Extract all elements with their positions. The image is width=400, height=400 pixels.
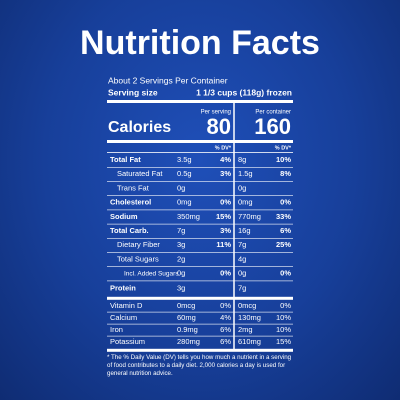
daily-value: 4% — [220, 155, 231, 164]
column-heading: Per container — [255, 110, 291, 116]
nutrient-name: Potassium — [110, 337, 145, 346]
amount: 770mg — [238, 212, 261, 221]
amount: 3.5g — [177, 155, 192, 164]
daily-value: 25% — [276, 240, 291, 249]
daily-value: 10% — [276, 313, 291, 322]
daily-value: 0% — [220, 198, 231, 207]
amount: 0mg — [177, 198, 192, 207]
amount: 2mg — [238, 325, 253, 334]
amount: 0g — [177, 269, 185, 278]
amount: 3g — [177, 240, 185, 249]
daily-value: 15% — [216, 212, 231, 221]
rule-thick — [107, 100, 293, 103]
nutrient-name: Dietary Fiber — [117, 240, 160, 249]
column-heading: Per serving — [201, 110, 231, 116]
amount: 0g — [238, 183, 246, 192]
rule-thick — [107, 140, 293, 143]
amount: 350mg — [177, 212, 200, 221]
amount: 0mg — [238, 198, 253, 207]
amount: 0mcg — [238, 301, 256, 310]
amount: 1.5g — [238, 169, 253, 178]
title: Nutrition Facts — [80, 24, 320, 62]
daily-value: 33% — [276, 212, 291, 221]
serving-size: 1 1/3 cups (118g) frozen — [196, 87, 292, 97]
calories-label: Calories — [108, 119, 171, 136]
daily-value: 0% — [280, 301, 291, 310]
daily-value: 6% — [220, 337, 231, 346]
footnote: * The % Daily Value (DV) tells you how m… — [107, 354, 292, 377]
amount: 0.9mg — [177, 325, 198, 334]
amount: 7g — [238, 284, 246, 293]
rule — [107, 335, 293, 337]
nutrient-name: Trans Fat — [117, 183, 150, 192]
rule — [107, 323, 293, 325]
rule — [107, 252, 293, 253]
daily-value: 3% — [220, 169, 231, 178]
daily-value: 0% — [280, 198, 291, 207]
daily-value: 15% — [276, 337, 291, 346]
daily-value: 0% — [280, 269, 291, 278]
nutrient-name: Vitamin D — [110, 301, 143, 310]
daily-value: 0% — [220, 269, 231, 278]
amount: 610mg — [238, 337, 261, 346]
rule — [107, 223, 293, 225]
rule — [107, 181, 293, 182]
amount: 280mg — [177, 337, 200, 346]
nutrient-name: Total Fat — [110, 155, 141, 164]
nutrient-name: Total Carb. — [110, 226, 149, 235]
serving-size-label: Serving size — [108, 87, 158, 97]
amount: 0g — [177, 183, 185, 192]
nutrient-name: Saturated Fat — [117, 169, 163, 178]
amount: 130mg — [238, 313, 261, 322]
amount: 0.5g — [177, 169, 192, 178]
rule — [107, 238, 293, 239]
nutrient-name: Cholesterol — [110, 198, 151, 207]
calories-value: 80 — [207, 114, 231, 139]
rule — [107, 209, 293, 211]
amount: 2g — [177, 254, 185, 263]
nutrient-name: Iron — [110, 325, 123, 334]
daily-value: 11% — [216, 240, 231, 249]
rule — [107, 311, 293, 313]
nutrient-name: Incl. Added Sugars — [124, 270, 179, 277]
amount: 60mg — [177, 313, 196, 322]
daily-value: 6% — [280, 226, 291, 235]
amount: 0mcg — [177, 301, 195, 310]
nutrient-name: Protein — [110, 284, 136, 293]
rule — [107, 195, 293, 196]
rule — [107, 167, 293, 168]
amount: 3g — [177, 284, 185, 293]
daily-value: 3% — [220, 226, 231, 235]
daily-value: 8% — [280, 169, 291, 178]
nutrient-name: Calcium — [110, 313, 137, 322]
nutrient-name: Total Sugars — [117, 254, 159, 263]
rule — [107, 280, 293, 282]
daily-value: 10% — [276, 325, 291, 334]
daily-value: 0% — [220, 301, 231, 310]
dv-header: % DV* — [215, 145, 232, 151]
amount: 0g — [238, 269, 246, 278]
rule — [107, 348, 293, 352]
dv-header: % DV* — [275, 145, 292, 151]
amount: 4g — [238, 254, 246, 263]
nutrient-name: Sodium — [110, 212, 138, 221]
servings: About 2 Servings Per Container — [108, 75, 228, 85]
daily-value: 10% — [276, 155, 291, 164]
daily-value: 6% — [220, 325, 231, 334]
amount: 7g — [177, 226, 185, 235]
amount: 16g — [238, 226, 251, 235]
amount: 7g — [238, 240, 246, 249]
amount: 8g — [238, 155, 246, 164]
calories-value: 160 — [254, 114, 291, 139]
rule — [107, 266, 293, 267]
rule — [107, 296, 293, 300]
rule — [107, 152, 293, 153]
daily-value: 4% — [220, 313, 231, 322]
